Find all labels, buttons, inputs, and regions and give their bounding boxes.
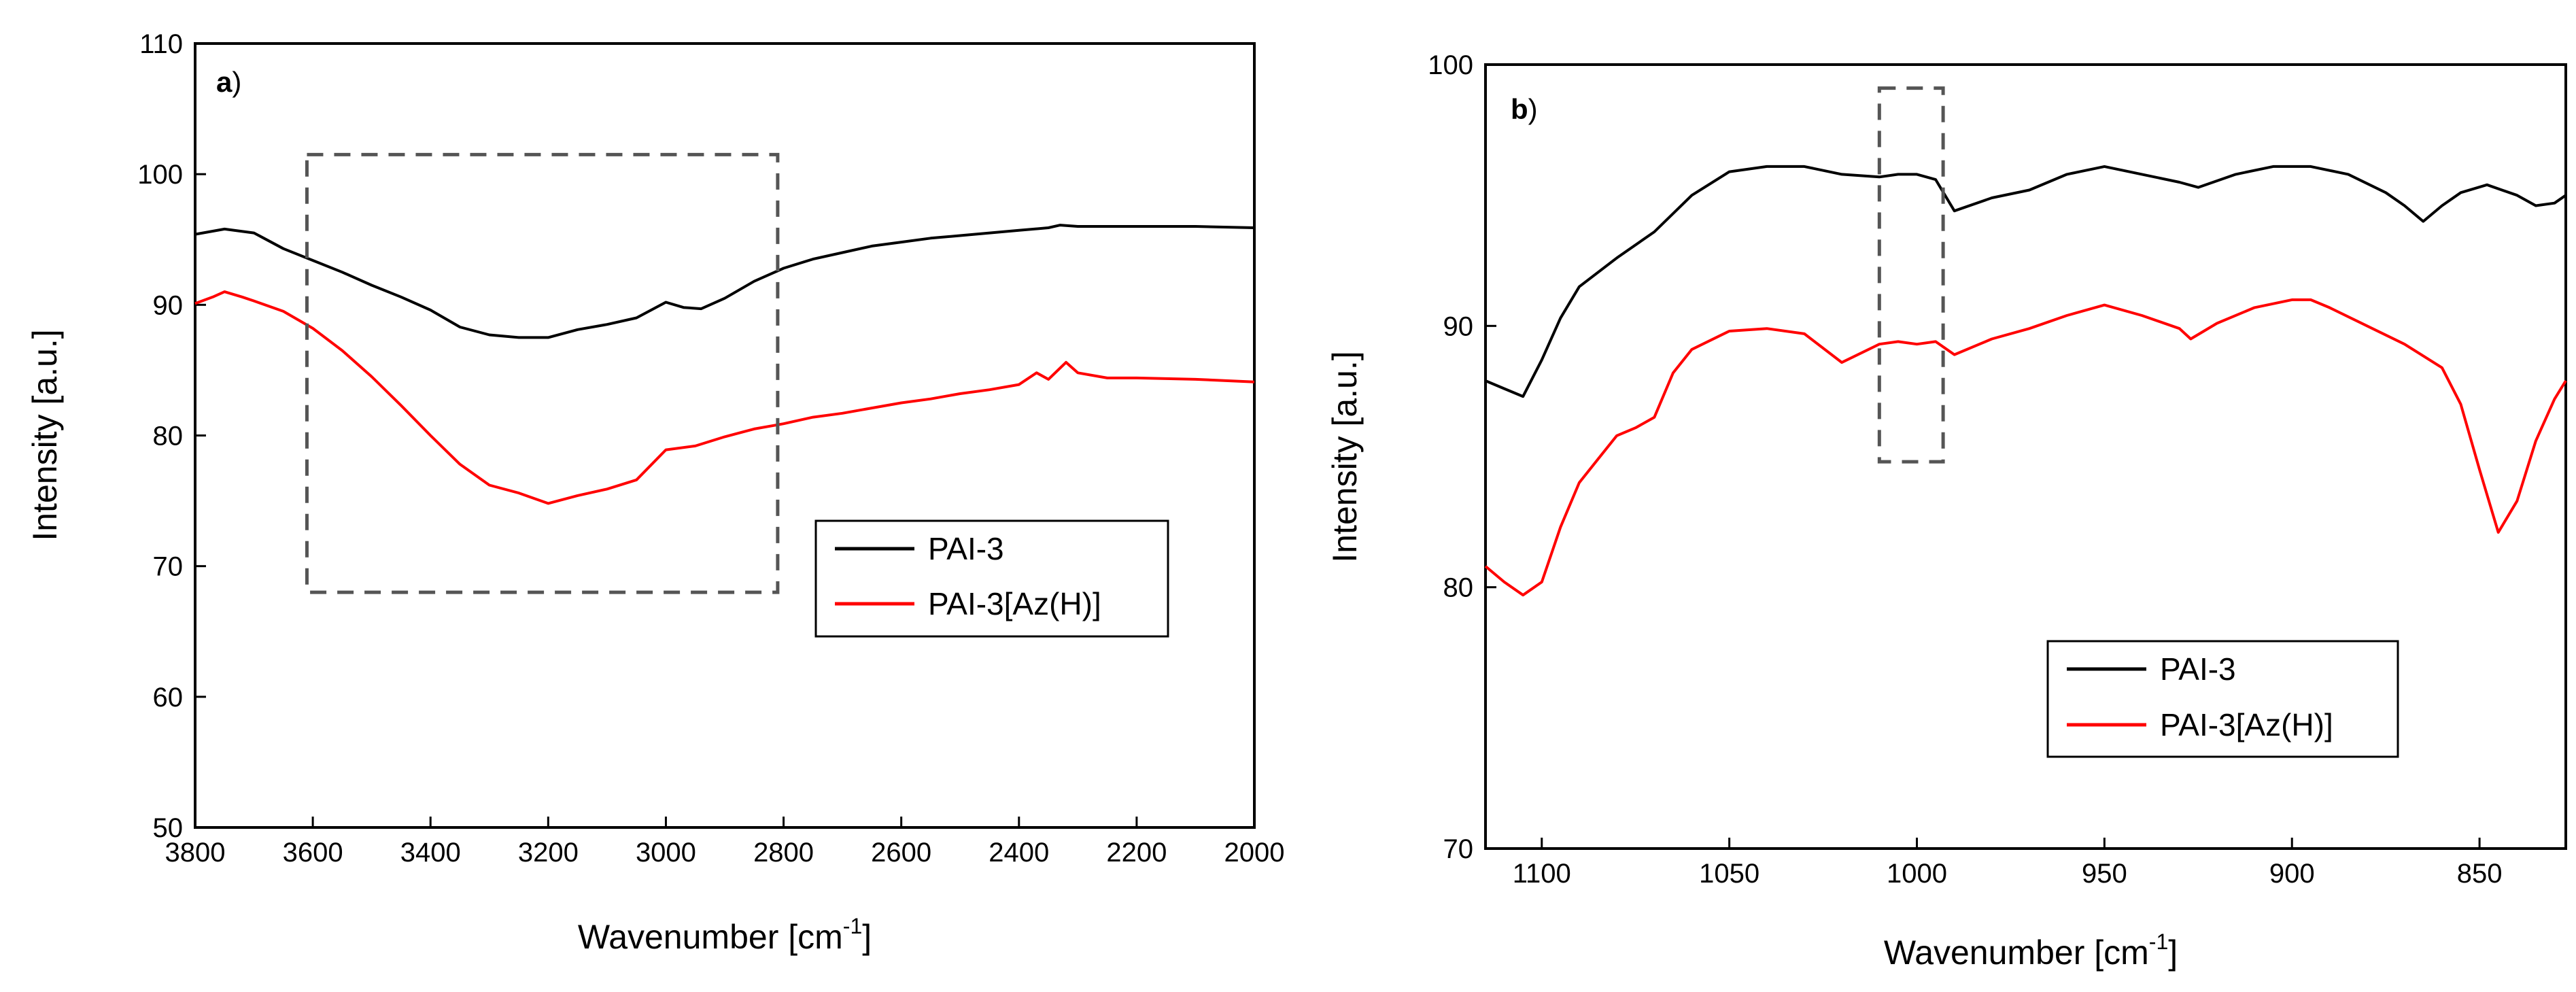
y-tick-label-a-60: 60 <box>153 683 184 713</box>
legend-a: PAI-3 PAI-3[Az(H)] <box>814 519 1169 638</box>
x-tick-label-a-2000: 2000 <box>1224 838 1285 868</box>
x-tick-label-b-1000: 1000 <box>1887 859 1947 889</box>
legend-box-b <box>2046 640 2399 758</box>
x-tick-label-b-1100: 1100 <box>1513 859 1571 889</box>
highlight-box-a <box>305 152 780 594</box>
x-tick-label-a-3200: 3200 <box>518 838 579 868</box>
x-tick-label-a-2800: 2800 <box>753 838 814 868</box>
legend-box-a <box>814 519 1169 638</box>
x-tick-label-a-2200: 2200 <box>1106 838 1167 868</box>
x-tick-label-a-3400: 3400 <box>400 838 461 868</box>
legend-label-a-0: PAI-3 <box>928 531 1004 566</box>
y-axis-label-a: Intensity [a.u.] <box>26 329 64 541</box>
y-tick-label-a-110: 110 <box>139 29 183 59</box>
series-line-b-1 <box>1484 298 2567 597</box>
legend-label-a-1: PAI-3[Az(H)] <box>928 586 1101 621</box>
x-tick-label-a-2600: 2600 <box>871 838 931 868</box>
y-tick-label-a-100: 100 <box>137 160 183 190</box>
panel-label-b: b) <box>1511 93 1538 125</box>
x-tick-label-a-3000: 3000 <box>636 838 696 868</box>
y-tick-label-b-90: 90 <box>1443 311 1474 341</box>
x-axis-label-a: Wavenumber [cm-1] <box>578 914 872 956</box>
plot-frame-b <box>1484 63 2567 850</box>
y-tick-label-b-70: 70 <box>1443 834 1474 864</box>
chart-panel-a: 3800 3600 3400 3200 3000 2800 2600 2400 2200 2000… <box>26 29 1284 956</box>
x-tick-label-b-850: 850 <box>2457 859 2503 889</box>
y-tick-label-a-80: 80 <box>153 422 184 451</box>
series-line-b-0 <box>1485 165 2567 398</box>
highlight-box-b <box>1877 86 1945 464</box>
x-axis-label-b: Wavenumber [cm-1] <box>1884 929 2178 972</box>
x-tick-label-b-1050: 1050 <box>1699 859 1759 889</box>
panel-label-a: a) <box>216 66 241 98</box>
series-line-a-1 <box>194 290 1255 505</box>
x-tick-label-a-2400: 2400 <box>989 838 1049 868</box>
x-tick-label-b-950: 950 <box>2082 859 2127 889</box>
legend-label-b-0: PAI-3 <box>2160 651 2236 687</box>
chart-panel-b: 1100 1050 1000 950 900 850 70 80 90 100 b) Wavenu… <box>1326 50 2567 972</box>
x-tick-label-a-3600: 3600 <box>283 838 343 868</box>
legend-b: PAI-3 PAI-3[Az(H)] <box>2046 640 2399 758</box>
x-tick-label-a-3800: 3800 <box>165 838 226 868</box>
series-line-a-0 <box>194 224 1255 339</box>
legend-label-b-1: PAI-3[Az(H)] <box>2160 707 2333 742</box>
y-tick-label-a-50: 50 <box>153 813 184 843</box>
x-tick-label-b-900: 900 <box>2269 859 2315 889</box>
y-tick-label-b-80: 80 <box>1443 573 1474 603</box>
y-tick-label-b-100: 100 <box>1428 50 1473 80</box>
y-tick-label-a-70: 70 <box>153 552 184 582</box>
y-axis-label-b: Intensity [a.u.] <box>1326 351 1364 562</box>
y-tick-label-a-90: 90 <box>153 290 184 320</box>
